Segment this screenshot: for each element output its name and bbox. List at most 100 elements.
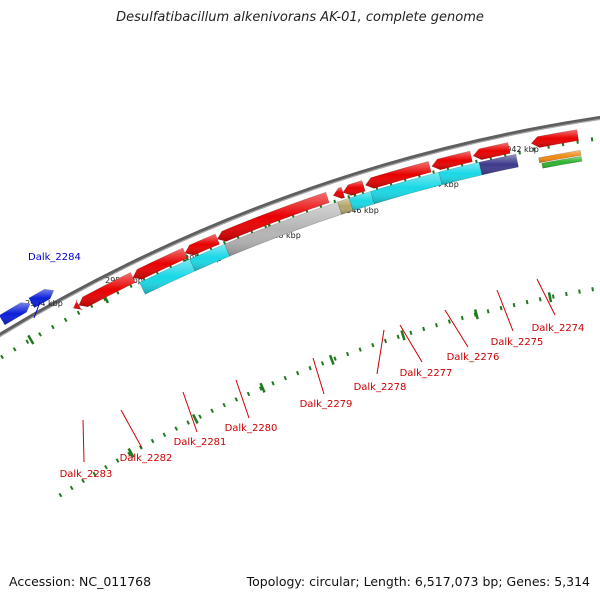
outer-tick-dot — [283, 375, 287, 381]
gene-label-leader — [82, 419, 85, 463]
cog-block-dalk-2275-shading — [438, 162, 483, 185]
cog-block-dalk-2274-shading — [479, 154, 519, 175]
outer-tick-dot — [486, 309, 490, 314]
outer-tick-dot — [115, 458, 120, 463]
kbp-tick-label: 2946 kbp — [341, 206, 379, 215]
gene-block-dalk-2283a-shading — [73, 299, 83, 311]
gene-label-dalk-2274: Dalk_2274 — [532, 323, 585, 334]
outer-tick-dot — [69, 485, 74, 491]
outer-tick-dot — [499, 305, 503, 311]
outer-tick-dot — [198, 414, 202, 419]
outer-tick-dot — [320, 361, 325, 366]
outer-tick-dot — [174, 426, 179, 431]
outer-tick-dot — [150, 438, 155, 444]
inner-tick-dot — [518, 150, 522, 155]
outer-tick-dot — [383, 338, 388, 344]
kbp-tick — [259, 382, 266, 393]
gene-block-dalk-2285-shading — [28, 289, 54, 308]
gene-label-leader — [33, 301, 41, 319]
gene-block-dalk-2278a-shading — [333, 187, 345, 199]
gene-label-dalk-2275: Dalk_2275 — [491, 337, 544, 348]
inner-tick-dot — [12, 347, 17, 352]
cog-block-dalk-2280-shading — [224, 201, 342, 257]
gene-label-leader — [120, 409, 143, 449]
outer-tick-dot — [512, 302, 516, 308]
gene-block-dalk-2275-shading — [473, 142, 511, 160]
cog-block-green-shading — [541, 156, 583, 169]
gene-label-dalk-2282: Dalk_2282 — [120, 453, 173, 464]
outer-tick-dot — [92, 471, 97, 477]
gene-label-dalk-2283: Dalk_2283 — [60, 469, 113, 480]
accession-text: Accession: NC_011768 — [9, 574, 152, 589]
gene-label-dalk-2280: Dalk_2280 — [225, 423, 278, 434]
gene-label-dalk-2284: Dalk_2284 — [28, 252, 81, 263]
inner-tick-dot — [532, 147, 536, 152]
outer-tick-dot — [538, 297, 542, 302]
gene-label-dalk-2276: Dalk_2276 — [447, 352, 500, 363]
outer-tick-dot — [295, 370, 300, 376]
outer-tick-dot — [591, 287, 594, 292]
gene-label-dalk-2279: Dalk_2279 — [300, 399, 353, 410]
gene-label-leader — [235, 379, 250, 419]
outer-tick-dot — [308, 365, 312, 371]
outer-tick-dot — [525, 299, 529, 305]
cog-block-orange-shading — [538, 150, 582, 163]
outer-tick-dot — [422, 326, 426, 332]
kbp-tick-label: 2948 kbp — [263, 231, 301, 240]
inner-tick-dot — [25, 339, 30, 345]
kbp-tick — [127, 447, 135, 458]
genome-summary-text: Topology: circular; Length: 6,517,073 bp… — [246, 574, 590, 589]
cog-block-dalk-2282-shading — [139, 259, 196, 295]
gene-label-leader — [182, 391, 198, 433]
gene-label-leader — [536, 278, 556, 316]
kbp-tick — [473, 309, 479, 320]
outer-tick-dot — [434, 322, 439, 328]
outer-tick-dot — [222, 402, 226, 408]
outer-tick-dot — [551, 294, 555, 299]
outer-tick-dot — [138, 445, 143, 450]
gene-block-dalk-2283-shading — [78, 272, 136, 307]
gene-label-leader — [312, 357, 325, 395]
kbp-tick — [400, 330, 406, 341]
outer-tick-dot — [162, 432, 167, 438]
outer-tick-dot — [371, 343, 375, 348]
cog-block-dalk-2278-shading — [337, 198, 354, 215]
backbone-highlight — [0, 118, 600, 338]
kbp-tick-label: 2954 kbp — [25, 299, 63, 308]
cog-block-dalk-2277-shading — [349, 191, 375, 211]
gene-label-leader — [376, 329, 385, 375]
gene-block-dalk-2278-shading — [342, 180, 366, 196]
gene-block-dalk-2276-shading — [431, 151, 473, 170]
outer-tick-dot — [234, 397, 239, 402]
outer-tick-dot — [358, 347, 362, 352]
gene-block-dalk-2281-shading — [185, 233, 220, 256]
kbp-tick — [547, 292, 553, 303]
outer-tick-dot — [104, 464, 108, 470]
gene-block-dalk-2277-shading — [365, 161, 432, 189]
gene-label-dalk-2278: Dalk_2278 — [354, 382, 407, 393]
gene-label-dalk-2281: Dalk_2281 — [174, 437, 227, 448]
gene-label-leader — [496, 289, 514, 332]
outer-tick-dot — [473, 312, 477, 317]
outer-tick-dot — [271, 381, 275, 386]
gene-block-dalk-2280-shading — [217, 192, 330, 242]
cog-block-dalk-2276-shading — [370, 172, 443, 204]
gene-block-dalk-2274-shading — [531, 129, 579, 148]
outer-tick-dot — [565, 291, 568, 297]
outer-tick-dot — [81, 478, 85, 484]
gene-label-leader — [444, 309, 469, 348]
outer-tick-dot — [186, 420, 190, 425]
inner-tick-dot — [0, 354, 4, 360]
inner-tick-dot — [38, 332, 42, 337]
outer-tick-dot — [258, 386, 263, 391]
outer-tick-dot — [127, 451, 132, 457]
outer-tick-dot — [58, 492, 63, 498]
outer-tick-dot — [345, 351, 350, 357]
outer-tick-dot — [396, 334, 400, 340]
inner-tick-dot — [50, 324, 55, 330]
map-title: Desulfatibacillum alkenivorans AK-01, co… — [116, 10, 484, 25]
outer-tick-dot — [210, 408, 214, 414]
cog-block-dalk-2281-shading — [189, 244, 230, 272]
